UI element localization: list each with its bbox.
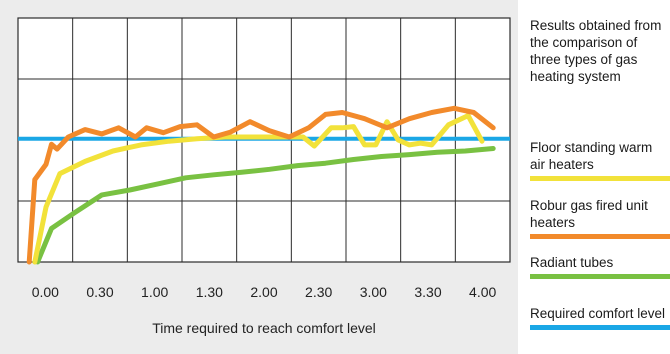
legend-swatch: [530, 274, 670, 279]
chart-panel: 0.00 0.30 1.00 1.30 2.00 2.30 3.00 3.30 4.00 Tim…: [0, 0, 518, 354]
legend-entry-required-comfort: Required comfort level: [530, 305, 670, 330]
x-tick-label: 2.30: [305, 284, 333, 300]
series-line-robur-unit-heaters: [26, 105, 496, 265]
line-chart: [17, 17, 511, 265]
legend-entry-robur-unit-heaters: Robur gas fired unit heaters: [530, 197, 670, 239]
legend-entry-floor-standing: Floor standing warm air heaters: [530, 139, 670, 181]
x-tick-label: 3.00: [359, 284, 387, 300]
legend-swatch: [530, 234, 670, 239]
legend-swatch: [530, 325, 670, 330]
x-tick-label: 0.30: [86, 284, 114, 300]
x-tick-label: 3.30: [414, 284, 442, 300]
x-tick-label: 0.00: [31, 284, 59, 300]
legend-label: Required comfort level: [530, 306, 666, 321]
chart-title: Results obtained from the comparison of …: [530, 18, 662, 84]
series-line-radiant-tubes: [35, 146, 496, 265]
legend-label: Robur gas fired unit heaters: [530, 198, 648, 230]
legend-entry-radiant-tubes: Radiant tubes: [530, 254, 670, 279]
x-tick-label: 4.00: [469, 284, 497, 300]
x-tick-label: 1.30: [195, 284, 223, 300]
legend-swatch: [530, 176, 670, 181]
x-tick-label: 2.00: [250, 284, 278, 300]
legend-label: Floor standing warm air heaters: [530, 140, 653, 172]
legend: Results obtained from the comparison of …: [518, 0, 670, 354]
series-line-floor-standing: [32, 113, 485, 265]
x-tick-label: 1.00: [141, 284, 169, 300]
x-axis-title: Time required to reach comfort level: [152, 320, 376, 336]
legend-label: Radiant tubes: [530, 255, 614, 270]
